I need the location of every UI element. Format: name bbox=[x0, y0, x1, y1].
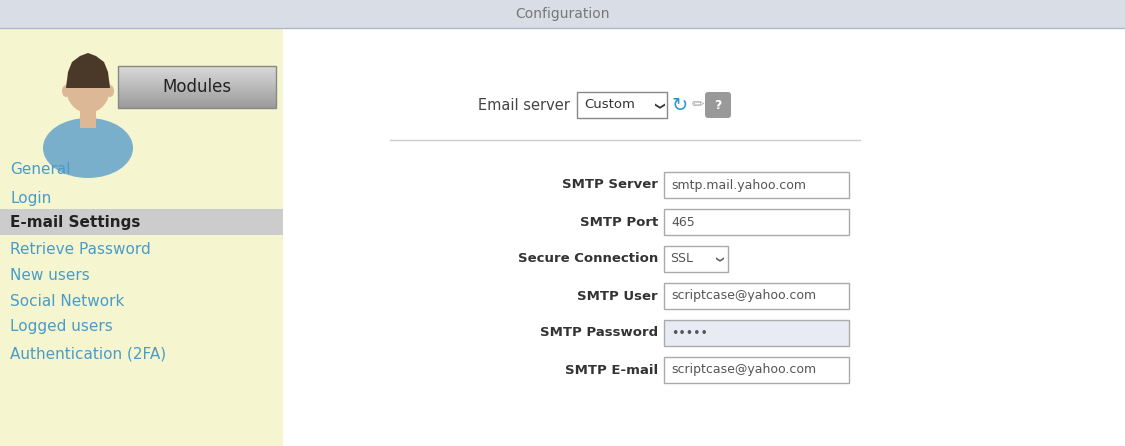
FancyBboxPatch shape bbox=[118, 95, 276, 96]
FancyBboxPatch shape bbox=[118, 106, 276, 107]
FancyBboxPatch shape bbox=[118, 92, 276, 94]
Text: •••••: ••••• bbox=[670, 326, 708, 339]
FancyBboxPatch shape bbox=[118, 68, 276, 70]
FancyBboxPatch shape bbox=[664, 320, 849, 346]
FancyBboxPatch shape bbox=[118, 88, 276, 90]
FancyBboxPatch shape bbox=[118, 81, 276, 82]
FancyBboxPatch shape bbox=[118, 99, 276, 100]
Text: SMTP User: SMTP User bbox=[577, 289, 658, 302]
Polygon shape bbox=[66, 53, 110, 88]
FancyBboxPatch shape bbox=[284, 28, 1125, 446]
FancyBboxPatch shape bbox=[118, 101, 276, 102]
FancyBboxPatch shape bbox=[0, 209, 284, 235]
Ellipse shape bbox=[62, 85, 70, 97]
FancyBboxPatch shape bbox=[664, 357, 849, 383]
Text: 465: 465 bbox=[670, 215, 695, 228]
Text: ?: ? bbox=[714, 99, 722, 112]
Text: General: General bbox=[10, 162, 71, 178]
FancyBboxPatch shape bbox=[118, 75, 276, 77]
Text: Custom: Custom bbox=[584, 99, 634, 112]
FancyBboxPatch shape bbox=[118, 89, 276, 91]
FancyBboxPatch shape bbox=[118, 95, 276, 97]
Text: New users: New users bbox=[10, 268, 90, 282]
Text: SMTP Port: SMTP Port bbox=[579, 215, 658, 228]
Text: scriptcase@yahoo.com: scriptcase@yahoo.com bbox=[670, 363, 816, 376]
FancyBboxPatch shape bbox=[664, 172, 849, 198]
Ellipse shape bbox=[106, 85, 114, 97]
FancyBboxPatch shape bbox=[118, 80, 276, 81]
FancyBboxPatch shape bbox=[118, 98, 276, 99]
FancyBboxPatch shape bbox=[118, 72, 276, 74]
Text: ✏: ✏ bbox=[692, 98, 704, 112]
FancyBboxPatch shape bbox=[664, 246, 728, 272]
Text: Authentication (2FA): Authentication (2FA) bbox=[10, 347, 166, 362]
FancyBboxPatch shape bbox=[118, 78, 276, 80]
FancyBboxPatch shape bbox=[118, 67, 276, 69]
FancyBboxPatch shape bbox=[118, 86, 276, 87]
Ellipse shape bbox=[43, 118, 133, 178]
Text: E-mail Settings: E-mail Settings bbox=[10, 215, 141, 230]
Text: scriptcase@yahoo.com: scriptcase@yahoo.com bbox=[670, 289, 816, 302]
Text: Logged users: Logged users bbox=[10, 319, 113, 334]
Text: Modules: Modules bbox=[162, 78, 232, 96]
FancyBboxPatch shape bbox=[118, 85, 276, 87]
FancyBboxPatch shape bbox=[705, 92, 731, 118]
FancyBboxPatch shape bbox=[664, 283, 849, 309]
FancyBboxPatch shape bbox=[118, 66, 276, 67]
Text: Email server: Email server bbox=[478, 98, 570, 112]
FancyBboxPatch shape bbox=[118, 71, 276, 73]
FancyBboxPatch shape bbox=[118, 69, 276, 71]
Text: smtp.mail.yahoo.com: smtp.mail.yahoo.com bbox=[670, 178, 806, 191]
FancyBboxPatch shape bbox=[118, 93, 276, 95]
FancyBboxPatch shape bbox=[118, 84, 276, 85]
Ellipse shape bbox=[66, 63, 110, 113]
FancyBboxPatch shape bbox=[80, 108, 96, 128]
FancyBboxPatch shape bbox=[118, 107, 276, 108]
Text: Secure Connection: Secure Connection bbox=[518, 252, 658, 265]
FancyBboxPatch shape bbox=[577, 92, 667, 118]
Text: ❯: ❯ bbox=[713, 256, 722, 264]
FancyBboxPatch shape bbox=[0, 28, 284, 446]
FancyBboxPatch shape bbox=[118, 103, 276, 104]
FancyBboxPatch shape bbox=[118, 91, 276, 93]
FancyBboxPatch shape bbox=[118, 78, 276, 79]
FancyBboxPatch shape bbox=[118, 82, 276, 83]
Text: SMTP Password: SMTP Password bbox=[540, 326, 658, 339]
Text: SMTP Server: SMTP Server bbox=[562, 178, 658, 191]
Text: Configuration: Configuration bbox=[515, 7, 610, 21]
FancyBboxPatch shape bbox=[118, 96, 276, 98]
FancyBboxPatch shape bbox=[118, 70, 276, 72]
Text: Retrieve Password: Retrieve Password bbox=[10, 241, 151, 256]
Text: SMTP E-mail: SMTP E-mail bbox=[565, 363, 658, 376]
FancyBboxPatch shape bbox=[118, 99, 276, 101]
Text: ❯: ❯ bbox=[652, 102, 663, 110]
Text: SSL: SSL bbox=[670, 252, 693, 265]
FancyBboxPatch shape bbox=[118, 90, 276, 92]
FancyBboxPatch shape bbox=[0, 0, 1125, 28]
FancyBboxPatch shape bbox=[118, 77, 276, 78]
FancyBboxPatch shape bbox=[118, 105, 276, 107]
Text: Social Network: Social Network bbox=[10, 293, 125, 309]
FancyBboxPatch shape bbox=[118, 87, 276, 89]
Text: Login: Login bbox=[10, 190, 52, 206]
FancyBboxPatch shape bbox=[118, 73, 276, 75]
FancyBboxPatch shape bbox=[664, 209, 849, 235]
FancyBboxPatch shape bbox=[118, 102, 276, 103]
FancyBboxPatch shape bbox=[118, 83, 276, 84]
FancyBboxPatch shape bbox=[118, 104, 276, 105]
Text: ↻: ↻ bbox=[672, 95, 688, 115]
FancyBboxPatch shape bbox=[118, 74, 276, 76]
